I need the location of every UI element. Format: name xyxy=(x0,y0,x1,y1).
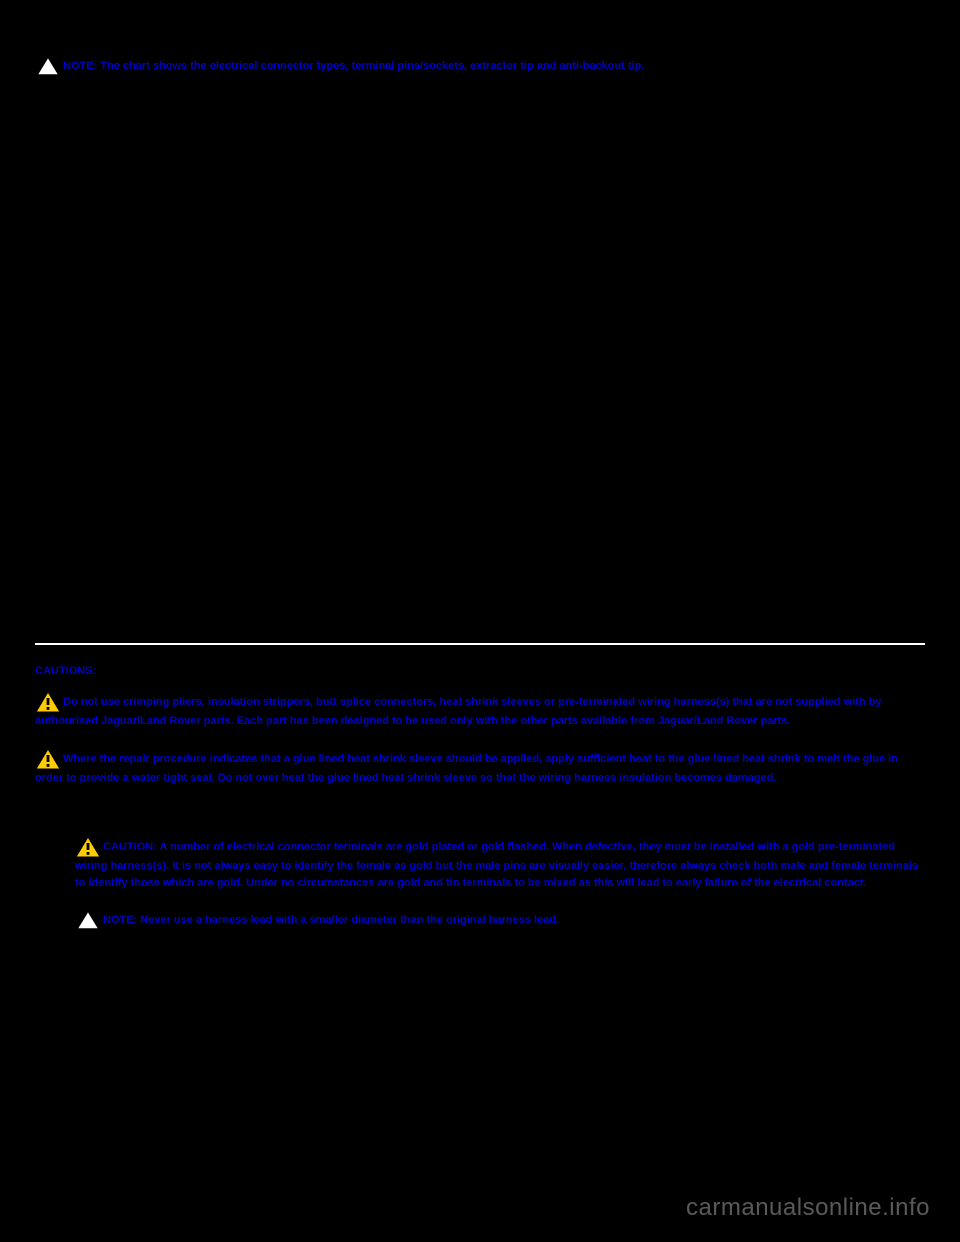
caution-1-text: Do not use crimping pliers, insulation s… xyxy=(35,696,881,727)
caution-block-2: Where the repair procedure indicates tha… xyxy=(35,748,925,787)
note-1-text: The chart shows the electrical connector… xyxy=(100,60,644,72)
caution-3-prefix: CAUTION: xyxy=(103,841,157,853)
warning-icon xyxy=(75,836,101,858)
note-icon xyxy=(75,909,101,931)
warning-icon xyxy=(35,691,61,713)
note-1-prefix: NOTE: xyxy=(63,60,97,72)
cautions-heading: CAUTIONS: xyxy=(35,665,925,677)
caution-3-text: A number of electrical connector termina… xyxy=(75,841,918,889)
note-block-1: NOTE: The chart shows the electrical con… xyxy=(35,55,925,77)
note-2-text: Never use a harness lead with a smaller … xyxy=(140,914,559,926)
section-divider xyxy=(35,643,925,645)
caution-block-3: CAUTION: A number of electrical connecto… xyxy=(75,836,925,891)
note-icon xyxy=(35,55,61,77)
caution-2-text: Where the repair procedure indicates tha… xyxy=(35,752,898,783)
note-2-prefix: NOTE: xyxy=(103,914,137,926)
note-block-2: NOTE: Never use a harness lead with a sm… xyxy=(75,909,925,931)
warning-icon xyxy=(35,748,61,770)
indented-section: CAUTION: A number of electrical connecto… xyxy=(75,836,925,931)
document-page: NOTE: The chart shows the electrical con… xyxy=(0,0,960,1242)
caution-block-1: Do not use crimping pliers, insulation s… xyxy=(35,691,925,730)
chart-placeholder-region xyxy=(35,85,925,635)
watermark-text: carmanualsonline.info xyxy=(686,1194,930,1222)
